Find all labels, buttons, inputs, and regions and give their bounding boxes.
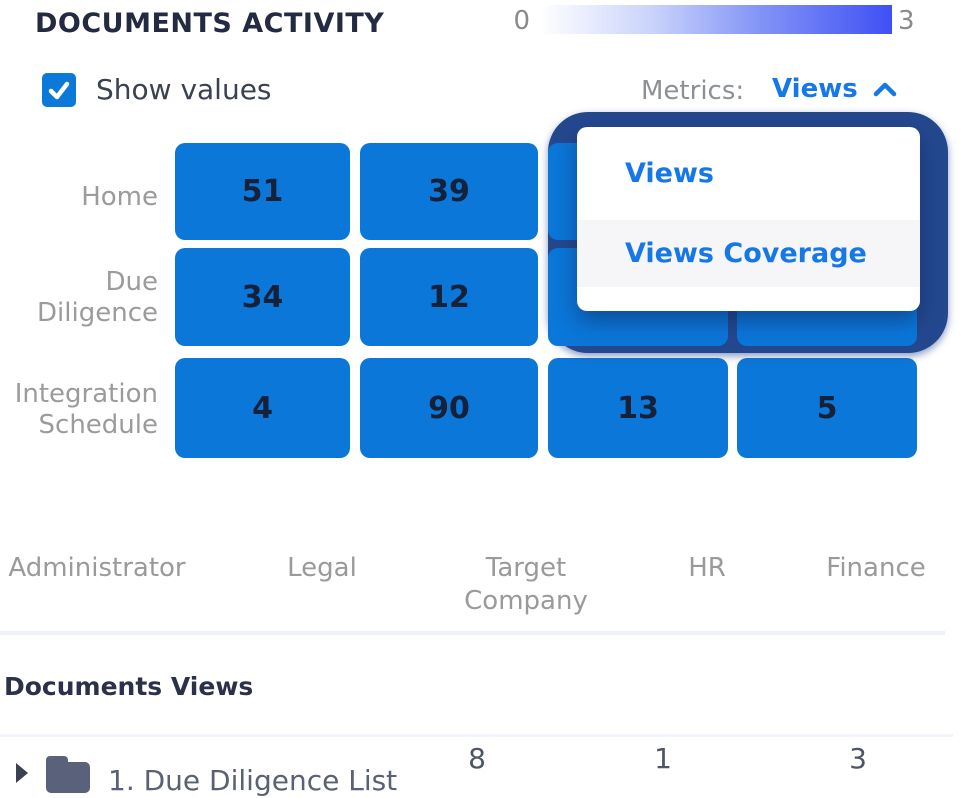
metrics-selected-value: Views: [772, 74, 858, 104]
heatmap-cell: 34: [175, 248, 350, 346]
show-values-toggle[interactable]: Show values: [42, 73, 272, 107]
caret-right-icon[interactable]: [16, 763, 28, 783]
table-row[interactable]: 1. Due Diligence List 8 1 3: [0, 738, 980, 798]
table-cell-value: 1: [654, 742, 672, 775]
heatmap-row-label-home: Home: [81, 182, 158, 212]
table-row-label: 1. Due Diligence List: [108, 764, 398, 797]
heatmap-col-label-administrator: Administrator: [8, 553, 186, 583]
heatmap-col-label-finance: Finance: [826, 553, 926, 583]
metrics-label: Metrics:: [641, 76, 745, 106]
menu-item-views-coverage[interactable]: Views Coverage: [577, 220, 920, 287]
heatmap-row-label-integration-schedule: Integration Schedule: [14, 379, 158, 440]
table-cell-value: 8: [468, 742, 486, 775]
heatmap-cell: 51: [175, 143, 350, 240]
heatmap-cell: 4: [175, 358, 350, 458]
legend-gradient-bar: [540, 5, 892, 34]
menu-item-views[interactable]: Views: [625, 158, 715, 189]
heatmap-cell: 12: [360, 248, 538, 346]
section-divider: [0, 631, 945, 635]
legend-max-label: 3: [898, 6, 915, 36]
page-title: DOCUMENTS ACTIVITY: [35, 8, 385, 39]
show-values-label: Show values: [96, 73, 272, 106]
table-cell-value: 3: [849, 742, 867, 775]
documents-views-heading: Documents Views: [4, 672, 254, 701]
legend-min-label: 0: [513, 6, 530, 36]
heatmap-cell: 39: [360, 143, 538, 240]
metrics-dropdown-button[interactable]: Views: [772, 74, 898, 104]
heatmap-col-label-legal: Legal: [287, 553, 357, 583]
metrics-dropdown-menu: Views Views Coverage: [577, 127, 920, 311]
chevron-up-icon: [873, 82, 896, 96]
heatmap-col-label-target-company: Target Company: [464, 553, 588, 616]
heatmap-cell: 5: [737, 358, 917, 458]
heatmap-row-label-due-diligence: Due Diligence: [37, 267, 158, 328]
table-header-divider: [0, 734, 953, 737]
folder-icon: [46, 756, 90, 793]
heatmap-col-label-hr: HR: [688, 553, 726, 583]
checkbox-checked-icon[interactable]: [42, 73, 76, 107]
heatmap-cell: 13: [548, 358, 728, 458]
check-icon: [48, 81, 70, 100]
heatmap-cell: 90: [360, 358, 538, 458]
